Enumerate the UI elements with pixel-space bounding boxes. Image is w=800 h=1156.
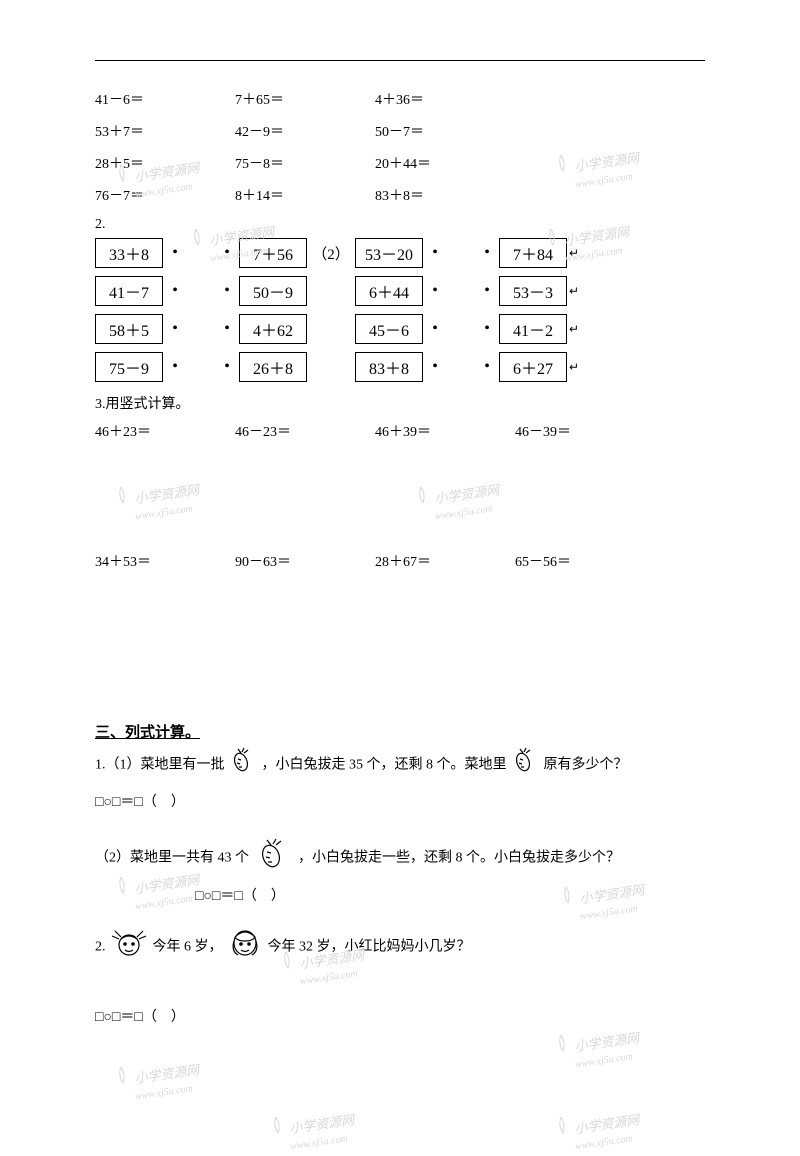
dot: •: [475, 358, 499, 376]
return-arrow-icon: ↵: [569, 322, 579, 337]
vertical-calc-row: 46＋23＝ 46－23＝ 46＋39＝ 46－39＝: [95, 421, 705, 441]
dot: •: [215, 282, 239, 300]
watermark: 小学资源网www.xj5u.com: [113, 474, 203, 525]
answer-blank: □○□＝□（ ）: [95, 791, 705, 811]
problem-1-2: （2）菜地里一共有 43 个 ，小白兔拔走一些，还剩 8 个。小白兔拔走多少个？: [95, 837, 705, 880]
match-box: 6＋44: [355, 276, 423, 306]
answer-blank: □○□＝□（ ）: [195, 885, 705, 905]
dot: •: [423, 320, 447, 338]
match-box: 50－9: [239, 276, 307, 306]
math-cell: 4＋36＝: [375, 89, 515, 109]
match-box: 83＋8: [355, 352, 423, 382]
match-box: 4＋62: [239, 314, 307, 344]
problem-2: 2. 今年 6 岁， 今年 32 岁，小红比妈妈小几岁？: [95, 925, 705, 970]
match-box: 41－2: [499, 314, 567, 344]
watermark: 小学资源网www.xj5u.com: [113, 1054, 203, 1105]
match-box: 53－3: [499, 276, 567, 306]
vcell: 46－23＝: [235, 421, 375, 441]
math-cell: 75－8＝: [235, 153, 375, 173]
match-box: 7＋56: [239, 238, 307, 268]
match-box: 33＋8: [95, 238, 163, 268]
dot: •: [215, 358, 239, 376]
vcell: 90－63＝: [235, 551, 375, 571]
watermark: 小学资源网www.xj5u.com: [268, 1104, 358, 1155]
carrot-icon: [510, 746, 540, 785]
dot: •: [163, 320, 187, 338]
vcell: 34＋53＝: [95, 551, 235, 571]
math-cell: 28＋5＝: [95, 153, 235, 173]
text: 1.（1）菜地里有一批: [95, 758, 225, 773]
group2-label: （2）: [307, 243, 355, 264]
carrot-icon: [228, 746, 258, 785]
math-cell: 7＋65＝: [235, 89, 375, 109]
match-box: 53－20: [355, 238, 423, 268]
answer-blank: □○□＝□（ ）: [95, 1006, 705, 1026]
match-box: 26＋8: [239, 352, 307, 382]
vcell: 46＋23＝: [95, 421, 235, 441]
math-cell: 50－7＝: [375, 121, 515, 141]
top-rule: [95, 60, 705, 61]
dot: •: [475, 320, 499, 338]
text: 2.: [95, 940, 106, 955]
match-box: 58＋5: [95, 314, 163, 344]
return-arrow-icon: ↵: [569, 360, 579, 375]
mental-math-grid: 41－6＝ 7＋65＝ 4＋36＝ 53＋7＝ 42－9＝ 50－7＝ 28＋5…: [95, 89, 705, 205]
watermark: 小学资源网www.xj5u.com: [553, 1022, 643, 1073]
match-box: 45－6: [355, 314, 423, 344]
return-arrow-icon: ↵: [569, 284, 579, 299]
dot: •: [423, 282, 447, 300]
text: ，小白兔拔走一些，还剩 8 个。小白兔拔走多少个？: [298, 850, 620, 865]
dot: •: [475, 282, 499, 300]
dot: •: [163, 358, 187, 376]
watermark: 小学资源网www.xj5u.com: [553, 1104, 643, 1155]
woman-face-icon: [226, 925, 264, 970]
text: （2）菜地里一共有 43 个: [95, 850, 249, 865]
text: 今年 6 岁，: [153, 940, 223, 955]
text: ，小白兔拔走 35 个，还剩 8 个。菜地里: [262, 758, 507, 773]
math-cell: 41－6＝: [95, 89, 235, 109]
q2-label: 2.: [95, 217, 705, 233]
dot: •: [475, 244, 499, 262]
vcell: 46＋39＝: [375, 421, 515, 441]
match-box: 6＋27: [499, 352, 567, 382]
section-3-title: 三、列式计算。: [95, 721, 705, 742]
dot: •: [423, 358, 447, 376]
vertical-calc-row: 34＋53＝ 90－63＝ 28＋67＝ 65－56＝: [95, 551, 705, 571]
vcell: 46－39＝: [515, 421, 655, 441]
vcell: 28＋67＝: [375, 551, 515, 571]
carrot-icon: [253, 837, 295, 880]
vcell: 65－56＝: [515, 551, 655, 571]
text: 今年 32 岁，小红比妈妈小几岁？: [268, 940, 471, 955]
dot: •: [215, 244, 239, 262]
dot: •: [215, 320, 239, 338]
match-box: 75－9: [95, 352, 163, 382]
return-arrow-icon: ↵: [569, 246, 579, 261]
problem-1-1: 1.（1）菜地里有一批 ，小白兔拔走 35 个，还剩 8 个。菜地里 原有多少个…: [95, 746, 705, 785]
watermark: 小学资源网www.xj5u.com: [413, 474, 503, 525]
girl-face-icon: [109, 925, 149, 970]
math-cell: 83＋8＝: [375, 185, 515, 205]
dot: •: [163, 244, 187, 262]
match-box: 41－7: [95, 276, 163, 306]
text: 原有多少个？: [544, 758, 628, 773]
matching-block: 33＋8 • • 7＋56 （2） 53－20 • • 7＋84 ↵ 41－7 …: [95, 237, 705, 383]
math-cell: 20＋44＝: [375, 153, 515, 173]
match-box: 7＋84: [499, 238, 567, 268]
math-cell: 76－7＝: [95, 185, 235, 205]
math-cell: 53＋7＝: [95, 121, 235, 141]
dot: •: [163, 282, 187, 300]
dot: •: [423, 244, 447, 262]
math-cell: 42－9＝: [235, 121, 375, 141]
math-cell: 8＋14＝: [235, 185, 375, 205]
q3-label: 3.用竖式计算。: [95, 393, 705, 413]
